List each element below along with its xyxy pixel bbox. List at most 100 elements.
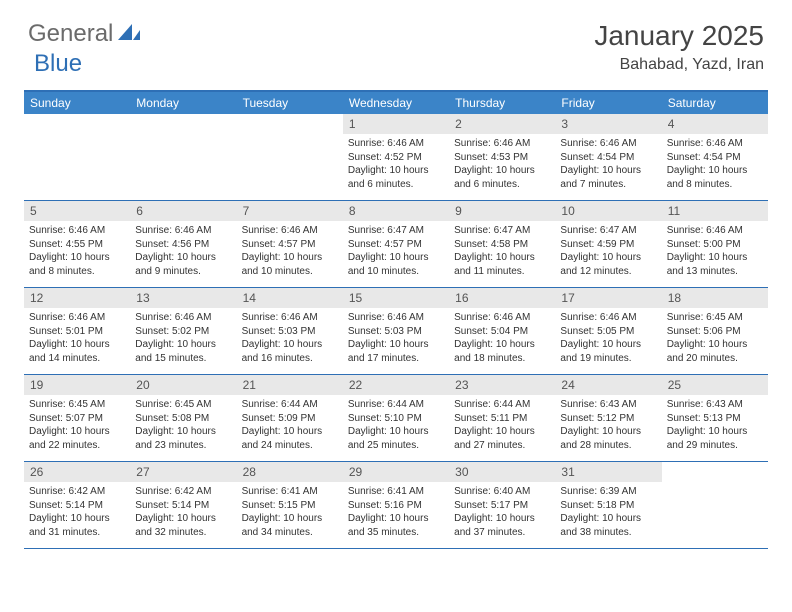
day-info: Sunrise: 6:46 AMSunset: 4:52 PMDaylight:… (343, 134, 449, 195)
day-info: Sunrise: 6:46 AMSunset: 4:54 PMDaylight:… (662, 134, 768, 195)
day-cell: 24Sunrise: 6:43 AMSunset: 5:12 PMDayligh… (555, 375, 661, 461)
day-info: Sunrise: 6:45 AMSunset: 5:08 PMDaylight:… (130, 395, 236, 456)
title-block: January 2025 Bahabad, Yazd, Iran (594, 20, 764, 74)
day-number: 31 (555, 462, 661, 482)
day-info: Sunrise: 6:42 AMSunset: 5:14 PMDaylight:… (130, 482, 236, 543)
week-row: 19Sunrise: 6:45 AMSunset: 5:07 PMDayligh… (24, 375, 768, 462)
weekday-friday: Friday (555, 92, 661, 114)
weekday-header-row: SundayMondayTuesdayWednesdayThursdayFrid… (24, 92, 768, 114)
day-cell: 3Sunrise: 6:46 AMSunset: 4:54 PMDaylight… (555, 114, 661, 200)
week-row: 1Sunrise: 6:46 AMSunset: 4:52 PMDaylight… (24, 114, 768, 201)
day-number: 26 (24, 462, 130, 482)
weekday-monday: Monday (130, 92, 236, 114)
day-cell: 27Sunrise: 6:42 AMSunset: 5:14 PMDayligh… (130, 462, 236, 548)
day-cell: 7Sunrise: 6:46 AMSunset: 4:57 PMDaylight… (237, 201, 343, 287)
day-info: Sunrise: 6:46 AMSunset: 4:57 PMDaylight:… (237, 221, 343, 282)
day-number: 19 (24, 375, 130, 395)
day-cell: 21Sunrise: 6:44 AMSunset: 5:09 PMDayligh… (237, 375, 343, 461)
day-cell: 26Sunrise: 6:42 AMSunset: 5:14 PMDayligh… (24, 462, 130, 548)
day-cell: 11Sunrise: 6:46 AMSunset: 5:00 PMDayligh… (662, 201, 768, 287)
day-info: Sunrise: 6:45 AMSunset: 5:06 PMDaylight:… (662, 308, 768, 369)
day-cell: 15Sunrise: 6:46 AMSunset: 5:03 PMDayligh… (343, 288, 449, 374)
day-cell-empty (237, 114, 343, 200)
day-cell: 30Sunrise: 6:40 AMSunset: 5:17 PMDayligh… (449, 462, 555, 548)
day-number: 18 (662, 288, 768, 308)
day-number: 10 (555, 201, 661, 221)
header: General January 2025 Bahabad, Yazd, Iran (0, 0, 792, 82)
day-info: Sunrise: 6:46 AMSunset: 5:04 PMDaylight:… (449, 308, 555, 369)
day-info: Sunrise: 6:45 AMSunset: 5:07 PMDaylight:… (24, 395, 130, 456)
location-label: Bahabad, Yazd, Iran (594, 56, 764, 74)
day-info: Sunrise: 6:41 AMSunset: 5:16 PMDaylight:… (343, 482, 449, 543)
day-cell: 20Sunrise: 6:45 AMSunset: 5:08 PMDayligh… (130, 375, 236, 461)
day-number: 13 (130, 288, 236, 308)
day-info: Sunrise: 6:42 AMSunset: 5:14 PMDaylight:… (24, 482, 130, 543)
day-number: 29 (343, 462, 449, 482)
day-cell: 17Sunrise: 6:46 AMSunset: 5:05 PMDayligh… (555, 288, 661, 374)
day-cell: 9Sunrise: 6:47 AMSunset: 4:58 PMDaylight… (449, 201, 555, 287)
logo-sail-icon (118, 22, 140, 47)
day-info: Sunrise: 6:47 AMSunset: 4:57 PMDaylight:… (343, 221, 449, 282)
day-number: 6 (130, 201, 236, 221)
day-info: Sunrise: 6:47 AMSunset: 4:59 PMDaylight:… (555, 221, 661, 282)
day-info: Sunrise: 6:46 AMSunset: 4:55 PMDaylight:… (24, 221, 130, 282)
day-number: 9 (449, 201, 555, 221)
day-number: 11 (662, 201, 768, 221)
day-number (237, 114, 343, 134)
day-cell: 31Sunrise: 6:39 AMSunset: 5:18 PMDayligh… (555, 462, 661, 548)
day-number: 1 (343, 114, 449, 134)
day-cell: 5Sunrise: 6:46 AMSunset: 4:55 PMDaylight… (24, 201, 130, 287)
day-number: 16 (449, 288, 555, 308)
day-cell: 8Sunrise: 6:47 AMSunset: 4:57 PMDaylight… (343, 201, 449, 287)
day-number: 5 (24, 201, 130, 221)
weekday-wednesday: Wednesday (343, 92, 449, 114)
calendar: SundayMondayTuesdayWednesdayThursdayFrid… (24, 90, 768, 549)
day-info: Sunrise: 6:46 AMSunset: 5:01 PMDaylight:… (24, 308, 130, 369)
month-title: January 2025 (594, 20, 764, 52)
week-row: 12Sunrise: 6:46 AMSunset: 5:01 PMDayligh… (24, 288, 768, 375)
day-cell-empty (24, 114, 130, 200)
day-number: 22 (343, 375, 449, 395)
day-cell: 19Sunrise: 6:45 AMSunset: 5:07 PMDayligh… (24, 375, 130, 461)
day-number (130, 114, 236, 134)
day-number: 14 (237, 288, 343, 308)
day-cell: 28Sunrise: 6:41 AMSunset: 5:15 PMDayligh… (237, 462, 343, 548)
day-info: Sunrise: 6:40 AMSunset: 5:17 PMDaylight:… (449, 482, 555, 543)
day-number (24, 114, 130, 134)
day-number: 4 (662, 114, 768, 134)
logo-text-general: General (28, 20, 113, 48)
day-number: 12 (24, 288, 130, 308)
day-cell: 22Sunrise: 6:44 AMSunset: 5:10 PMDayligh… (343, 375, 449, 461)
week-row: 26Sunrise: 6:42 AMSunset: 5:14 PMDayligh… (24, 462, 768, 549)
day-cell: 4Sunrise: 6:46 AMSunset: 4:54 PMDaylight… (662, 114, 768, 200)
day-number: 23 (449, 375, 555, 395)
day-number: 20 (130, 375, 236, 395)
day-number: 27 (130, 462, 236, 482)
day-cell: 23Sunrise: 6:44 AMSunset: 5:11 PMDayligh… (449, 375, 555, 461)
day-cell-empty (130, 114, 236, 200)
day-cell: 16Sunrise: 6:46 AMSunset: 5:04 PMDayligh… (449, 288, 555, 374)
day-info: Sunrise: 6:46 AMSunset: 5:05 PMDaylight:… (555, 308, 661, 369)
logo-text-blue: Blue (34, 50, 82, 77)
weeks-container: 1Sunrise: 6:46 AMSunset: 4:52 PMDaylight… (24, 114, 768, 549)
day-info: Sunrise: 6:39 AMSunset: 5:18 PMDaylight:… (555, 482, 661, 543)
day-cell: 29Sunrise: 6:41 AMSunset: 5:16 PMDayligh… (343, 462, 449, 548)
day-number: 8 (343, 201, 449, 221)
day-cell: 6Sunrise: 6:46 AMSunset: 4:56 PMDaylight… (130, 201, 236, 287)
day-info: Sunrise: 6:47 AMSunset: 4:58 PMDaylight:… (449, 221, 555, 282)
day-info: Sunrise: 6:46 AMSunset: 5:03 PMDaylight:… (237, 308, 343, 369)
day-number: 2 (449, 114, 555, 134)
day-number: 3 (555, 114, 661, 134)
day-cell: 12Sunrise: 6:46 AMSunset: 5:01 PMDayligh… (24, 288, 130, 374)
day-number: 17 (555, 288, 661, 308)
day-cell: 10Sunrise: 6:47 AMSunset: 4:59 PMDayligh… (555, 201, 661, 287)
day-info: Sunrise: 6:46 AMSunset: 4:54 PMDaylight:… (555, 134, 661, 195)
day-info: Sunrise: 6:43 AMSunset: 5:12 PMDaylight:… (555, 395, 661, 456)
day-cell: 1Sunrise: 6:46 AMSunset: 4:52 PMDaylight… (343, 114, 449, 200)
day-info: Sunrise: 6:44 AMSunset: 5:10 PMDaylight:… (343, 395, 449, 456)
day-number: 30 (449, 462, 555, 482)
day-info: Sunrise: 6:46 AMSunset: 5:00 PMDaylight:… (662, 221, 768, 282)
weekday-tuesday: Tuesday (237, 92, 343, 114)
day-info: Sunrise: 6:46 AMSunset: 5:03 PMDaylight:… (343, 308, 449, 369)
day-cell: 25Sunrise: 6:43 AMSunset: 5:13 PMDayligh… (662, 375, 768, 461)
